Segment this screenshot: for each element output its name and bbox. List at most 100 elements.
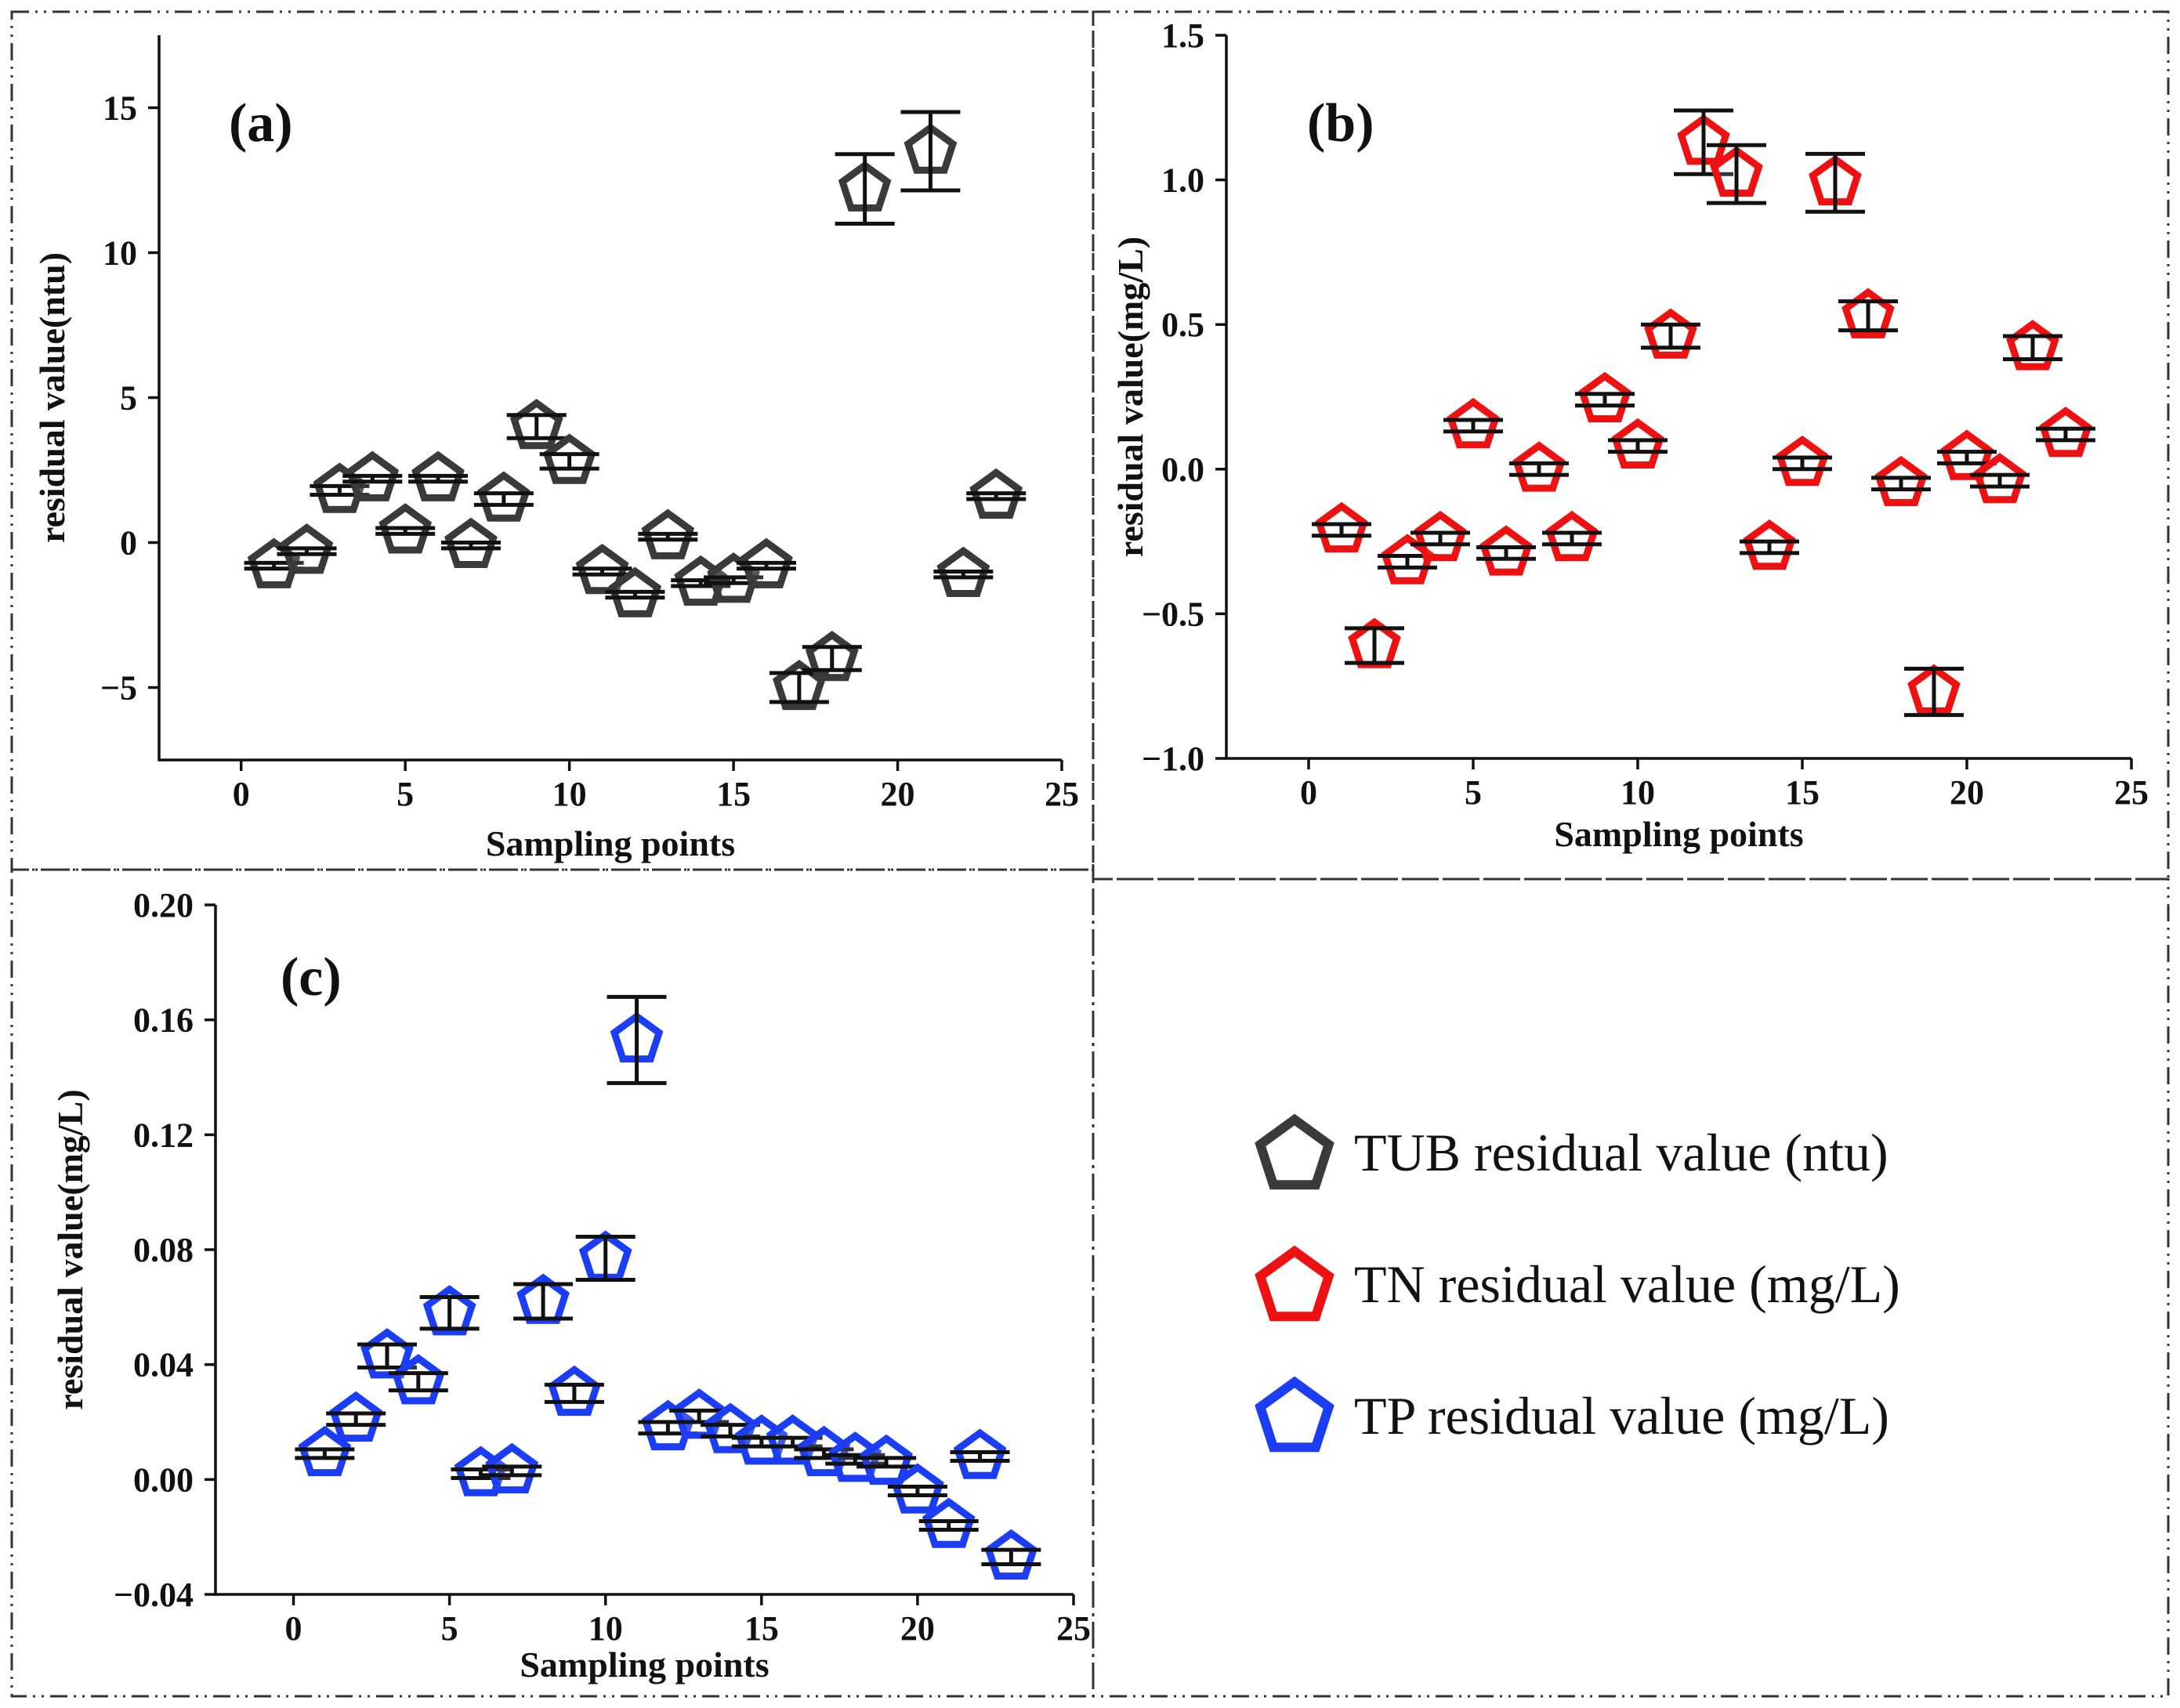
chart-c-tp: 0 5 10 15 20 25 −0.04 0.00 0.04 0.08 0.12 0.16 0.20 S… xyxy=(50,886,1091,1684)
data-point-c xyxy=(575,1230,636,1282)
data-point-c xyxy=(918,1497,979,1548)
data-point-a xyxy=(277,523,337,574)
data-point-a xyxy=(539,433,599,484)
y-tick-label-a: 15 xyxy=(103,89,137,128)
data-point-b xyxy=(1641,308,1700,359)
y-tick-label-c: 0.04 xyxy=(133,1346,194,1384)
data-point-b xyxy=(1345,617,1404,668)
y-tick-label-b: 1.5 xyxy=(1161,16,1204,55)
x-tick-label-a: 0 xyxy=(233,775,250,813)
y-tick-label-b: 1.0 xyxy=(1161,161,1204,200)
chart-a-tub: 0 5 10 15 20 25 −5 0 5 10 15 Sampling points residua… xyxy=(32,35,1079,863)
x-axis-title-a: Sampling points xyxy=(486,823,735,863)
data-point-c xyxy=(513,1273,574,1324)
y-axis-title-b: residual value(mg/L) xyxy=(1110,237,1150,557)
data-point-a xyxy=(440,517,501,568)
data-point-a xyxy=(802,630,862,682)
data-point-b xyxy=(1476,525,1536,576)
data-point-a xyxy=(473,471,534,522)
data-point-c xyxy=(544,1365,604,1417)
legend-label-tub: TUB residual value (ntu) xyxy=(1354,1123,1888,1182)
x-tick-label-a: 20 xyxy=(881,775,915,813)
legend-marker-tn xyxy=(1255,1245,1334,1322)
data-point-a xyxy=(933,546,994,597)
y-axis-title-c: residual value(mg/L) xyxy=(50,1089,90,1409)
x-axis-title-c: Sampling points xyxy=(520,1645,769,1684)
data-point-b xyxy=(1740,519,1799,570)
y-tick-label-a: 5 xyxy=(120,379,137,418)
data-point-a xyxy=(506,398,567,450)
data-point-a xyxy=(736,537,796,588)
panel-d-frame xyxy=(1092,878,2170,1698)
y-tick-label-b: 0.0 xyxy=(1161,451,1204,489)
x-tick-label-a: 5 xyxy=(397,775,414,813)
y-tick-label-a: 10 xyxy=(103,234,137,273)
data-point-b xyxy=(1871,455,1931,506)
data-point-b xyxy=(1542,510,1602,562)
data-point-b xyxy=(1904,664,1964,718)
x-tick-label-c: 20 xyxy=(900,1609,935,1648)
x-tick-label-b: 15 xyxy=(1785,773,1820,812)
data-point-a xyxy=(900,110,961,193)
y-axis-title-a: residual value(ntu) xyxy=(32,252,72,543)
data-point-a xyxy=(835,152,895,226)
data-point-a xyxy=(605,566,665,617)
data-point-c xyxy=(357,1328,417,1379)
data-point-b xyxy=(1707,143,1766,205)
x-tick-label-b: 20 xyxy=(1950,773,1984,812)
panel-label-c: (c) xyxy=(281,947,342,1008)
data-point-c xyxy=(856,1434,917,1485)
data-point-c xyxy=(388,1354,448,1405)
data-point-c xyxy=(482,1442,542,1494)
legend-label-tn: TN residual value (mg/L) xyxy=(1354,1254,1900,1314)
panel-b-frame xyxy=(1092,10,2170,881)
axes-a xyxy=(158,35,1062,762)
data-point-c xyxy=(326,1391,386,1442)
data-point-a xyxy=(342,451,403,501)
chart-b-tn: 0 5 10 15 20 25 −1.0 −0.5 0.0 0.5 1.0 1.5 Sampling p… xyxy=(1110,16,2149,854)
data-point-a xyxy=(572,543,632,595)
x-tick-label-a: 15 xyxy=(716,775,751,813)
y-tick-label-c: 0.16 xyxy=(133,1001,194,1040)
x-tick-label-b: 5 xyxy=(1465,773,1482,812)
data-point-b xyxy=(1443,397,1503,449)
y-tick-label-c: 0.08 xyxy=(133,1231,194,1269)
y-tick-label-a: −5 xyxy=(100,669,137,707)
x-tick-label-b: 10 xyxy=(1621,773,1655,812)
data-point-c xyxy=(295,1425,355,1477)
y-tick-label-c: 0.20 xyxy=(133,886,194,925)
x-tick-label-b: 0 xyxy=(1300,773,1317,812)
y-tick-label-a: 0 xyxy=(120,524,137,563)
data-point-b xyxy=(1410,510,1470,562)
panel-label-a: (a) xyxy=(229,93,293,154)
data-point-b xyxy=(1608,418,1668,469)
legend-item-tub: TUB residual value (ntu) xyxy=(1255,1113,1888,1190)
legend: TUB residual value (ntu) TN residual val… xyxy=(1255,1113,1900,1453)
data-point-c xyxy=(981,1529,1041,1580)
legend-item-tn: TN residual value (mg/L) xyxy=(1255,1245,1900,1322)
data-point-b xyxy=(1509,441,1569,492)
legend-marker-tub xyxy=(1255,1113,1334,1190)
data-point-a xyxy=(408,451,469,501)
data-point-a xyxy=(638,508,698,559)
x-tick-label-c: 15 xyxy=(744,1609,779,1648)
data-point-a xyxy=(375,503,436,554)
x-tick-label-c: 25 xyxy=(1056,1609,1091,1648)
data-point-c xyxy=(950,1428,1010,1479)
y-tick-label-b: 0.5 xyxy=(1161,306,1204,344)
data-point-b xyxy=(1674,108,1733,176)
x-tick-label-c: 10 xyxy=(588,1609,623,1648)
x-tick-label-a: 10 xyxy=(552,775,587,813)
x-tick-label-c: 0 xyxy=(285,1609,302,1648)
data-point-b xyxy=(2036,406,2095,458)
data-point-a xyxy=(671,555,731,606)
data-point-b xyxy=(2003,320,2062,371)
data-point-b xyxy=(1773,435,1832,487)
data-point-c xyxy=(887,1463,947,1514)
x-tick-label-c: 5 xyxy=(441,1609,458,1648)
x-tick-label-a: 25 xyxy=(1045,775,1079,813)
y-tick-label-b: −0.5 xyxy=(1142,595,1204,633)
data-point-b xyxy=(1805,151,1865,214)
x-axis-title-b: Sampling points xyxy=(1554,814,1803,854)
